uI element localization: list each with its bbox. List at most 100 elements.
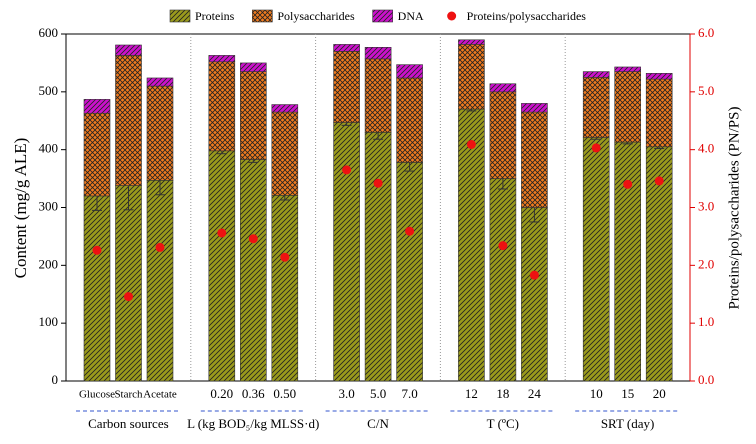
- ratio-point: [124, 292, 133, 302]
- bar-segment: [614, 141, 642, 382]
- x-tick-label: 12: [465, 386, 478, 401]
- ratio-point: [248, 234, 258, 244]
- ratio-point: [591, 143, 601, 153]
- bar-segment: [240, 71, 267, 160]
- bar-segment: [645, 78, 673, 148]
- bar-segment: [458, 44, 485, 110]
- bar-segment: [115, 55, 142, 186]
- bar-segment: [146, 77, 174, 87]
- ratio-point: [623, 179, 633, 189]
- bar-segment: [333, 44, 360, 52]
- bar-segment: [115, 185, 142, 382]
- y2-tick-label: 3.0: [698, 198, 714, 213]
- legend-swatch: [252, 9, 273, 23]
- group-label: L (kg BOD₅/kg MLSS·d): [187, 416, 319, 431]
- ratio-point: [217, 228, 227, 238]
- legend-label: Proteins/polysaccharides: [467, 9, 587, 23]
- ratio-point: [529, 270, 539, 280]
- x-tick-label: 20: [653, 386, 666, 401]
- group-label: T (ºC): [487, 416, 519, 431]
- bar-segment: [271, 104, 299, 113]
- bar-segment: [208, 55, 236, 63]
- bar-segment: [83, 112, 111, 197]
- y-tick-label: 100: [39, 314, 59, 329]
- ratio-point: [92, 245, 102, 255]
- x-tick-label: 3.0: [338, 386, 354, 401]
- legend-label: Polysaccharides: [277, 9, 355, 23]
- x-tick-label: 0.50: [273, 386, 296, 401]
- bar-segment: [208, 61, 236, 152]
- bar-segment: [614, 66, 642, 72]
- bar-segment: [364, 58, 392, 133]
- y-tick-label: 500: [39, 83, 59, 98]
- x-tick-label: Acetate: [143, 389, 177, 401]
- x-tick-label: 15: [621, 386, 634, 401]
- bar-segment: [396, 77, 423, 163]
- bar-segment: [458, 39, 485, 45]
- bar-segment: [208, 150, 236, 382]
- bar-segment: [396, 162, 423, 382]
- y-tick-label: 600: [39, 25, 59, 40]
- bar-segment: [115, 44, 142, 56]
- ratio-point: [280, 252, 290, 262]
- y2-tick-label: 1.0: [698, 314, 714, 329]
- legend-label: DNA: [398, 9, 424, 23]
- bar-segment: [582, 137, 610, 382]
- bar-segment: [83, 195, 111, 382]
- bar-segment: [146, 180, 174, 382]
- x-tick-label: 10: [590, 386, 603, 401]
- bar-segment: [489, 91, 517, 179]
- bar-segment: [614, 71, 642, 143]
- y-tick-label: 300: [39, 198, 59, 213]
- x-tick-label: 24: [528, 386, 542, 401]
- bar-segment: [582, 71, 610, 78]
- x-tick-label: 5.0: [370, 386, 386, 401]
- bar-segment: [271, 195, 299, 382]
- ratio-point: [342, 165, 352, 175]
- x-tick-label: 7.0: [401, 386, 417, 401]
- legend-swatch: [372, 9, 393, 23]
- bar-segment: [83, 99, 111, 114]
- ratio-point: [405, 226, 415, 236]
- legend-marker: [447, 11, 457, 21]
- y2-tick-label: 0.0: [698, 372, 714, 387]
- y-tick-label: 200: [39, 256, 59, 271]
- bar-segment: [333, 51, 360, 123]
- bar-segment: [364, 132, 392, 382]
- bar-segment: [271, 111, 299, 196]
- legend-label: Proteins: [195, 9, 235, 23]
- bar-segment: [333, 122, 360, 382]
- ratio-point: [155, 242, 165, 252]
- x-tick-label: 0.36: [242, 386, 265, 401]
- bar-segment: [240, 159, 267, 382]
- y2-tick-label: 6.0: [698, 25, 714, 40]
- bar-segment: [521, 111, 548, 208]
- x-tick-label: Starch: [114, 389, 143, 401]
- y2-tick-label: 5.0: [698, 83, 714, 98]
- bar-segment: [396, 64, 423, 79]
- bar-segment: [364, 47, 392, 60]
- x-tick-label: 0.20: [210, 386, 233, 401]
- ratio-point: [373, 178, 383, 188]
- x-tick-label: Glucose: [79, 389, 115, 401]
- y2-axis-title: Proteins/polysaccharides (PN/PS): [726, 107, 742, 310]
- bar-segment: [645, 73, 673, 80]
- y-tick-label: 0: [52, 372, 59, 387]
- bar-segment: [521, 207, 548, 382]
- bar-segment: [240, 62, 267, 72]
- y-tick-label: 400: [39, 141, 59, 156]
- bar-segment: [146, 85, 174, 181]
- ratio-point: [466, 139, 476, 149]
- group-label: Carbon sources: [88, 416, 169, 431]
- bar-segment: [521, 103, 548, 113]
- group-label: C/N: [367, 416, 389, 431]
- bar-segment: [489, 178, 517, 382]
- x-tick-label: 18: [496, 386, 509, 401]
- legend-swatch: [169, 9, 191, 23]
- ratio-point: [498, 241, 508, 251]
- bar-segment: [458, 108, 485, 382]
- bar-segment: [582, 77, 610, 138]
- ratio-point: [654, 176, 664, 186]
- y-axis-title: Content (mg/g ALE): [11, 138, 30, 279]
